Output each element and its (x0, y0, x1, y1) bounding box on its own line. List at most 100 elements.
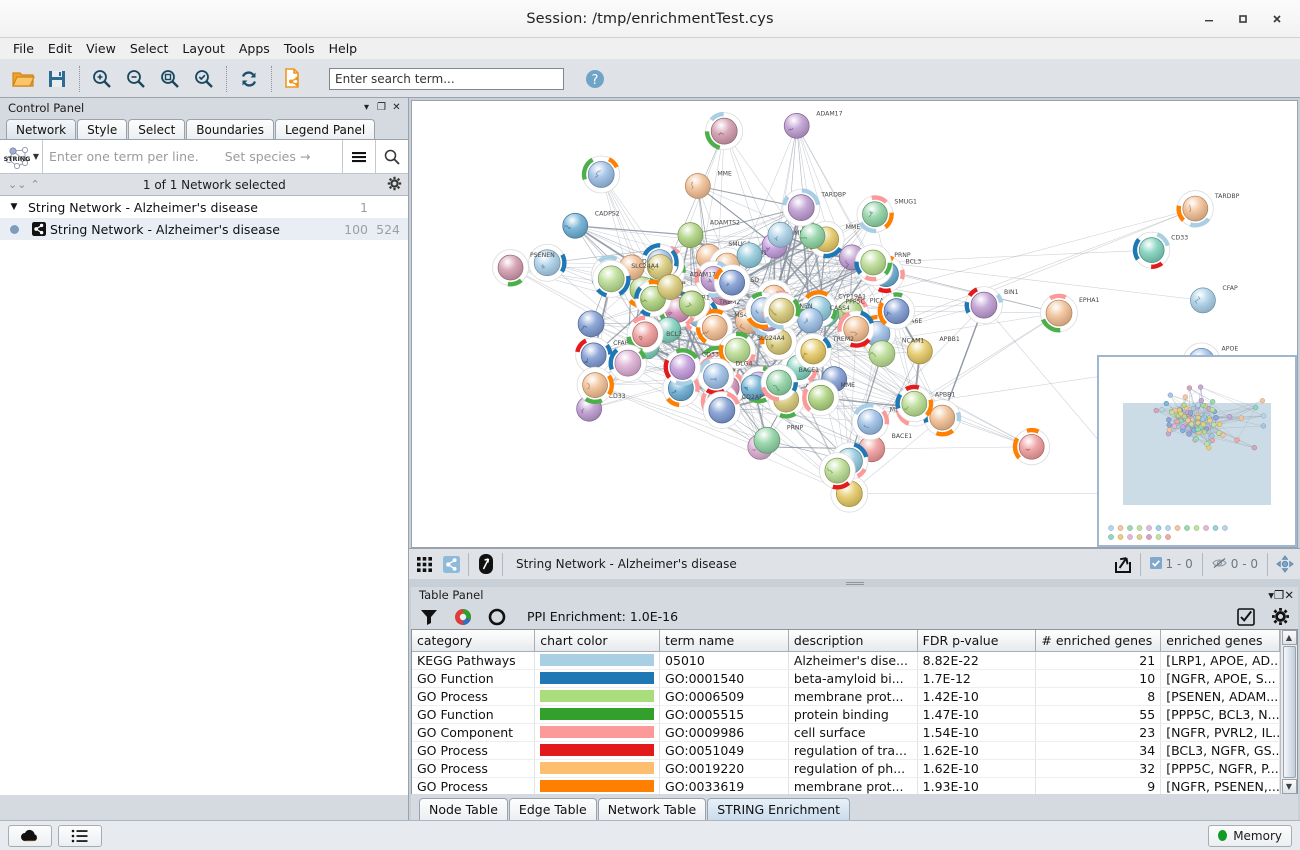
scroll-up-icon[interactable]: ▲ (1281, 630, 1297, 646)
network-node[interactable] (818, 452, 856, 490)
refresh-icon[interactable] (232, 64, 266, 94)
chevron-double-down-icon[interactable]: ⌄⌄ (8, 178, 27, 191)
network-node[interactable] (837, 310, 875, 348)
help-icon[interactable]: ? (578, 64, 612, 94)
network-tree-group-row[interactable]: ▼ String Network - Alzheimer's disease 1 (0, 196, 408, 218)
menu-help[interactable]: Help (328, 41, 358, 56)
table-panel-menu-icon[interactable]: ▾ (1268, 588, 1275, 603)
table-row[interactable]: GO Function GO:0001540 beta-amyloid bi... 1… (412, 669, 1280, 688)
column-header-term-name[interactable]: term name (659, 630, 789, 652)
network-node[interactable] (713, 264, 751, 302)
selected-nodes-indicator[interactable]: 1 - 0 (1144, 556, 1199, 572)
network-node[interactable] (626, 315, 664, 353)
tab-style[interactable]: Style (77, 119, 128, 139)
tab-boundaries[interactable]: Boundaries (186, 119, 274, 139)
network-node[interactable] (1012, 427, 1051, 466)
network-node[interactable]: CFAP (575, 336, 629, 374)
network-node[interactable] (763, 292, 801, 330)
table-row[interactable]: KEGG Pathways 05010 Alzheimer's dise... 8.8… (412, 651, 1280, 670)
pan-icon[interactable] (1271, 552, 1298, 577)
string-dropdown-caret-icon[interactable]: ▼ (32, 152, 40, 161)
grid-layout-icon[interactable] (411, 552, 438, 577)
gear-icon[interactable] (1268, 605, 1292, 629)
zoom-selected-icon[interactable] (187, 64, 221, 94)
network-node[interactable] (528, 243, 567, 282)
tab-node-table[interactable]: Node Table (419, 798, 508, 821)
column-header-enriched-genes[interactable]: enriched genes (1160, 630, 1280, 652)
network-node[interactable] (895, 384, 934, 423)
tab-string-enrichment[interactable]: STRING Enrichment (707, 798, 851, 821)
column-header-fdr[interactable]: FDR p-value (917, 630, 1037, 652)
network-node[interactable] (736, 242, 763, 269)
network-node[interactable] (576, 366, 614, 405)
table-row[interactable]: GO Component GO:0009986 cell surface 1.54E-… (412, 723, 1280, 742)
control-panel-menu-icon[interactable]: ▾ (363, 102, 370, 113)
checkbox-icon[interactable] (1234, 605, 1258, 629)
memory-indicator[interactable]: Memory (1208, 824, 1292, 847)
network-node[interactable]: ADAM17 (657, 272, 716, 300)
export-image-icon[interactable] (1110, 552, 1137, 577)
network-node[interactable]: TARDBP (1176, 190, 1240, 228)
network-nodes[interactable]: PICALMPVRL2MS4A6EPPP5CCYP19A1MMESMUG1CTS… (492, 110, 1240, 513)
table-row[interactable]: GO Process GO:0033619 membrane prot... 1.93… (412, 777, 1280, 795)
string-query-input[interactable]: Enter one term per line. Set species → (42, 140, 342, 173)
tab-edge-table[interactable]: Edge Table (508, 798, 597, 821)
panel-splitter[interactable] (409, 579, 1300, 587)
birds-eye-svg[interactable] (1099, 357, 1295, 545)
network-node[interactable]: CADPS2 (562, 210, 620, 239)
network-node[interactable]: CD33 (663, 348, 719, 386)
network-node[interactable] (854, 244, 893, 282)
table-vertical-scrollbar[interactable]: ▲ ▼ (1280, 630, 1297, 795)
share-view-icon[interactable] (438, 552, 465, 577)
string-logo-icon[interactable]: STRING ▼ (0, 140, 42, 173)
menu-edit[interactable]: Edit (47, 41, 73, 56)
network-node[interactable]: TARDBP (782, 188, 846, 227)
network-node[interactable]: MME (684, 170, 732, 199)
hidden-nodes-indicator[interactable]: 0 - 0 (1206, 557, 1264, 572)
network-graph-svg[interactable]: PICALMPVRL2MS4A6EPPP5CCYP19A1MMESMUG1CTS… (412, 101, 1297, 547)
maximize-icon[interactable] (1226, 4, 1260, 34)
menu-select[interactable]: Select (129, 41, 169, 56)
control-panel-close-icon[interactable]: ✕ (392, 102, 401, 113)
tab-select[interactable]: Select (128, 119, 186, 139)
table-panel-float-icon[interactable]: ❐ (1274, 588, 1285, 603)
close-icon[interactable] (1260, 4, 1294, 34)
minimize-icon[interactable] (1192, 4, 1226, 34)
zoom-fit-icon[interactable] (153, 64, 187, 94)
gear-icon[interactable] (387, 176, 402, 194)
network-node[interactable] (581, 155, 621, 194)
tab-network[interactable]: Network (6, 119, 77, 139)
network-node[interactable]: SLC24A4 (718, 331, 785, 369)
birds-eye-view[interactable] (1097, 355, 1297, 547)
network-node[interactable]: MME (802, 379, 855, 417)
save-icon[interactable] (40, 64, 74, 94)
network-node[interactable]: SMUG1 (856, 195, 917, 234)
network-node[interactable] (608, 344, 647, 383)
network-node[interactable]: EPHA1 (1040, 293, 1100, 333)
annotation-icon[interactable] (472, 552, 499, 577)
export-network-icon[interactable] (277, 64, 311, 94)
network-node[interactable] (678, 290, 705, 317)
network-tree-child-row[interactable]: String Network - Alzheimer's disease 100… (0, 218, 408, 240)
table-row[interactable]: GO Process GO:0051049 regulation of tra...… (412, 741, 1280, 760)
menu-tools[interactable]: Tools (283, 41, 315, 56)
network-canvas[interactable]: PICALMPVRL2MS4A6EPPP5CCYP19A1MMESMUG1CTS… (412, 101, 1297, 547)
column-header-chart-color[interactable]: chart color (534, 630, 661, 652)
table-row[interactable]: GO Function GO:0005515 protein binding 1.47… (412, 705, 1280, 724)
search-icon[interactable] (375, 140, 408, 173)
network-node[interactable]: TREM2 (794, 333, 854, 370)
table-row[interactable]: GO Process GO:0019220 regulation of ph... 1… (412, 759, 1280, 778)
column-header-description[interactable]: description (788, 630, 918, 652)
tab-legend-panel[interactable]: Legend Panel (274, 119, 376, 139)
tab-network-table[interactable]: Network Table (597, 798, 707, 821)
menu-apps[interactable]: Apps (238, 41, 270, 56)
scroll-down-icon[interactable]: ▼ (1281, 779, 1297, 795)
donut-chart-icon[interactable] (451, 605, 475, 629)
funnel-icon[interactable] (417, 605, 441, 629)
network-node[interactable]: CD2AP (702, 391, 763, 429)
list-icon[interactable] (58, 824, 102, 847)
network-node[interactable]: SLC24A4 (592, 259, 659, 298)
network-node[interactable]: APBB1 (907, 336, 960, 365)
menu-file[interactable]: File (13, 41, 34, 56)
network-node[interactable]: CD33 (1132, 231, 1189, 269)
